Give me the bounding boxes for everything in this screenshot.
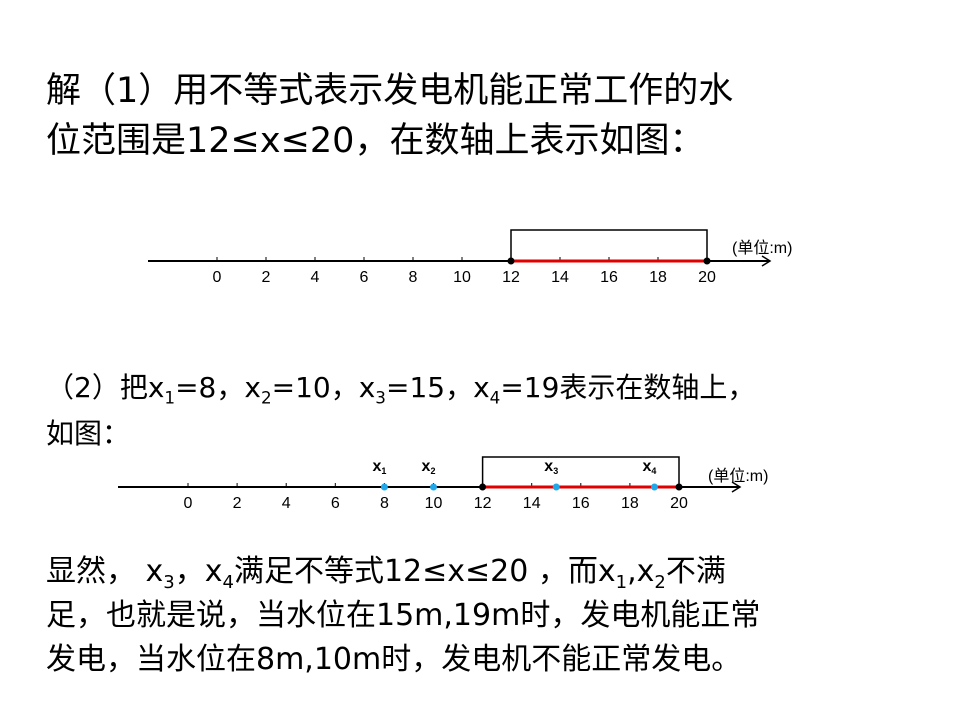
text-segment: ，x bbox=[174, 554, 223, 589]
text-line: 解（1）用不等式表示发电机能正常工作的水 bbox=[46, 71, 734, 111]
text-line: 如图： bbox=[46, 412, 130, 452]
tick-label: 14 bbox=[523, 495, 541, 512]
text-line: （2）把x1=8，x2=10，x3=15，x4=19表示在数轴上， bbox=[46, 366, 755, 408]
tick-label: 0 bbox=[213, 269, 222, 286]
text-segment: =19表示在数轴上， bbox=[500, 371, 756, 404]
unit-label: (单位:m) bbox=[732, 239, 792, 257]
point-name: x bbox=[422, 458, 431, 475]
text-segment: =15，x bbox=[385, 371, 490, 404]
tick-label: 2 bbox=[262, 269, 271, 286]
text-line: 位范围是12≤x≤20，在数轴上表示如图： bbox=[46, 121, 705, 161]
subscript: 2 bbox=[260, 387, 272, 408]
tick-label: 18 bbox=[621, 495, 639, 512]
subscript: 3 bbox=[375, 387, 386, 408]
text-segment: 如图： bbox=[46, 417, 131, 450]
point-label: x1 bbox=[372, 458, 386, 476]
point-name: x bbox=[544, 458, 553, 475]
tick-label: 12 bbox=[474, 495, 492, 512]
text-segment: 满足不等式12≤x≤20 ，而x bbox=[233, 554, 616, 589]
arrow bbox=[731, 481, 742, 493]
tick-label: 6 bbox=[360, 269, 369, 286]
tick-label: 8 bbox=[380, 495, 389, 512]
tick-label: 14 bbox=[551, 269, 569, 286]
subscript: 4 bbox=[651, 466, 656, 476]
point bbox=[552, 483, 560, 491]
tick-label: 10 bbox=[453, 269, 471, 286]
point bbox=[430, 483, 437, 491]
text-segment: =10，x bbox=[271, 371, 376, 404]
point-name: x bbox=[372, 458, 381, 475]
arrow bbox=[761, 255, 772, 267]
endpoint bbox=[703, 257, 711, 265]
subscript: 2 bbox=[430, 466, 435, 476]
point-name: x bbox=[642, 458, 651, 475]
point bbox=[650, 483, 658, 491]
endpoint bbox=[479, 483, 487, 491]
text-segment: =8，x bbox=[175, 371, 261, 404]
subscript: 3 bbox=[553, 466, 558, 476]
text-segment: ,x bbox=[627, 554, 655, 589]
tick-label: 18 bbox=[649, 269, 667, 286]
tick-label: 6 bbox=[331, 495, 340, 512]
subscript: 1 bbox=[381, 466, 386, 476]
tick-label: 12 bbox=[502, 269, 520, 286]
tick-label: 4 bbox=[311, 269, 320, 286]
text-segment: 发电，当水位在8m,10m时，发电机不能正常发电。 bbox=[46, 642, 742, 677]
subscript: 2 bbox=[654, 572, 666, 593]
subscript: 4 bbox=[222, 572, 234, 593]
text-line: 足，也就是说，当水位在15m,19m时，发电机能正常 bbox=[46, 590, 760, 634]
endpoint bbox=[675, 483, 683, 491]
tick-label: 8 bbox=[409, 269, 418, 286]
unit-label: (单位:m) bbox=[708, 467, 768, 485]
point bbox=[380, 483, 388, 491]
tick-label: 16 bbox=[600, 269, 618, 286]
subscript: 4 bbox=[489, 387, 501, 408]
point-label: x2 bbox=[422, 458, 436, 476]
tick-label: 0 bbox=[184, 495, 193, 512]
endpoint bbox=[507, 257, 515, 265]
subscript: 1 bbox=[164, 387, 176, 408]
text-line: 显然， x3，x4满足不等式12≤x≤20 ，而x1,x2不满 bbox=[46, 546, 726, 593]
subscript: 3 bbox=[163, 572, 175, 593]
bracket bbox=[481, 456, 680, 487]
text-segment: 足，也就是说，当水位在15m,19m时，发电机能正常 bbox=[46, 598, 761, 633]
text-segment: 不满 bbox=[665, 554, 726, 589]
text-segment: （2）把x bbox=[46, 371, 165, 404]
text-segment: 显然， x bbox=[46, 554, 164, 589]
point-label: x3 bbox=[544, 458, 558, 476]
tick-label: 20 bbox=[670, 495, 688, 512]
point-label: x4 bbox=[642, 458, 656, 476]
bracket bbox=[510, 229, 708, 261]
subscript: 1 bbox=[615, 572, 628, 593]
tick-label: 2 bbox=[233, 495, 242, 512]
tick-label: 4 bbox=[282, 495, 291, 512]
tick-label: 10 bbox=[425, 495, 443, 512]
tick-label: 20 bbox=[698, 269, 716, 286]
tick-label: 16 bbox=[572, 495, 590, 512]
text-line: 发电，当水位在8m,10m时，发电机不能正常发电。 bbox=[46, 634, 741, 678]
